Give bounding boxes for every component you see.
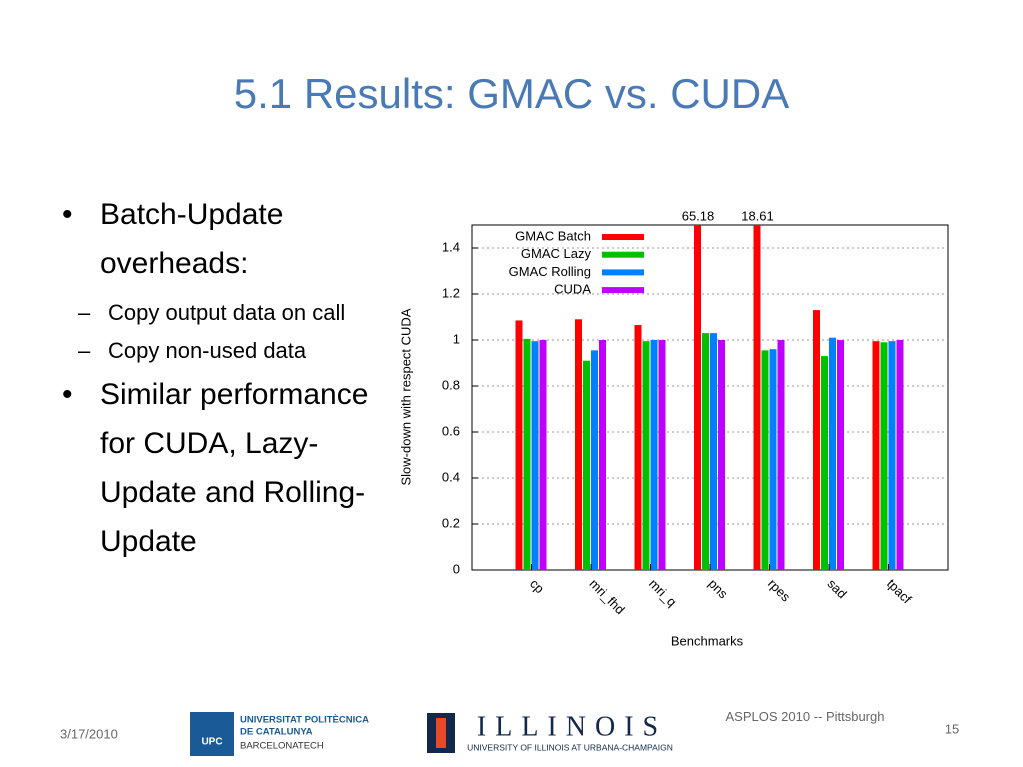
bar [896,340,904,570]
upc-line: UNIVERSITAT POLITÈCNICA [240,715,369,726]
legend-label: GMAC Lazy [521,246,592,261]
y-tick-label: 1.4 [442,239,460,254]
bar [599,340,606,570]
illinois-name: ILLINOIS [477,711,667,742]
footer-date: 3/17/2010 [60,726,118,741]
x-tick-label: pns [705,576,731,602]
bar [523,338,531,570]
y-tick-label: 0.6 [442,423,460,438]
bar [829,337,836,570]
footer-venue-box: ASPLOS 2010 -- Pittsburgh [725,709,885,724]
bullet: Batch-Update overheads: [62,190,392,288]
y-tick-label: 1.2 [442,285,460,300]
bar [753,225,761,570]
bar [634,325,642,570]
legend-label: CUDA [554,282,591,297]
upc-mark: UPC [201,737,222,748]
bar [531,341,539,570]
bullet-list: Batch-Update overheads:Copy output data … [62,190,392,572]
legend-swatch [602,251,644,258]
y-tick-label: 0.4 [442,469,460,484]
x-axis-label: Benchmarks [671,633,744,648]
y-tick-label: 0.2 [442,515,460,530]
bar [769,349,777,570]
legend-label: GMAC Batch [515,228,591,243]
upc-emblem [190,712,234,756]
y-tick-label: 0.8 [442,377,460,392]
legend-label: GMAC Rolling [509,264,591,279]
illinois-sub: UNIVERSITY OF ILLINOIS AT URBANA-CHAMPAI… [467,742,673,752]
footer-venue: ASPLOS 2010 -- Pittsburgh [725,709,885,724]
bar [650,340,658,570]
bar [837,340,844,570]
bar [718,340,725,570]
sub-bullet: Copy non-used data [24,332,392,370]
bar [702,333,709,570]
legend-swatch [602,269,644,276]
bar [583,360,590,570]
y-tick-label: 1 [453,331,460,346]
value-label: 18.61 [741,208,774,223]
bar [777,340,785,570]
bar [710,333,717,570]
bar [658,340,666,570]
bar [539,340,547,570]
bar [694,225,701,570]
plot-bars [515,225,904,570]
x-tick-label: cp [527,576,547,596]
x-tick-label: tpacf [884,576,915,607]
upc-line: BARCELONATECH [240,741,324,752]
x-tick-label: mri_q [646,576,680,610]
bar [872,341,880,570]
bar [888,341,896,570]
y-tick-label: 0 [453,561,460,576]
bar [821,356,828,570]
x-tick-label: sad [824,576,849,601]
bar [591,350,598,570]
bar [761,350,769,570]
x-tick-label: rpes [765,576,794,605]
x-tick-label: mri_fhd [586,576,627,617]
legend-swatch [602,234,644,240]
upc-line: DE CATALUNYA [240,727,313,738]
footer-page: 15 [945,721,959,736]
bar [880,342,888,570]
bar [575,319,582,570]
legend-swatch [602,287,644,294]
illinois-emblem-i [436,718,446,748]
bar [813,310,820,570]
slide-title: 5.1 Results: GMAC vs. CUDA [233,70,790,117]
bar [642,341,650,570]
value-label: 65.18 [682,208,715,223]
bar [515,320,523,570]
y-axis-label: Slow-down with respect CUDA [398,308,413,485]
bullet: Similar performance for CUDA, Lazy-Updat… [62,370,392,566]
sub-bullet: Copy output data on call [24,294,392,332]
footer: 3/17/2010 UPC UNIVERSITAT POLITÈCNICA DE… [60,709,959,756]
